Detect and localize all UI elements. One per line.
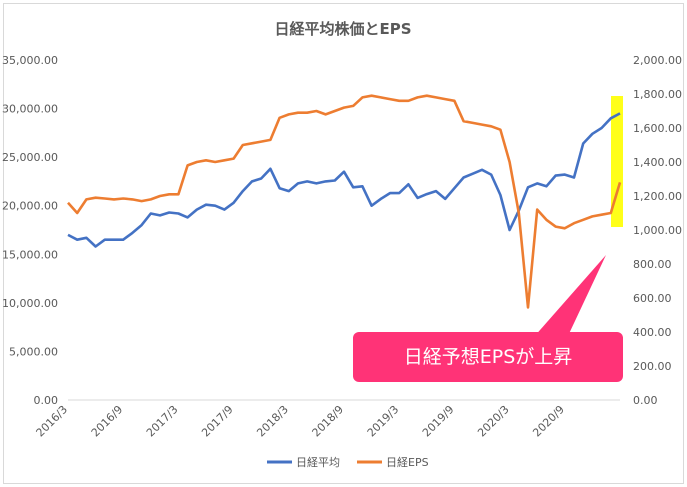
right-tick-label: 1,000.00 xyxy=(633,224,682,237)
right-tick-label: 1,600.00 xyxy=(633,122,682,135)
right-tick-label: 800.00 xyxy=(633,258,672,271)
chart-frame xyxy=(3,3,684,484)
right-tick-label: 1,800.00 xyxy=(633,88,682,101)
right-tick-label: 1,400.00 xyxy=(633,156,682,169)
right-tick-label: 0.00 xyxy=(633,394,658,407)
right-axis: 2,000.00 1,800.00 1,600.00 1,400.00 1,200.00… xyxy=(633,54,682,407)
right-tick-label: 200.00 xyxy=(633,360,672,373)
left-tick-label: 0.00 xyxy=(34,394,59,407)
x-tick-label: 2020/3 xyxy=(475,403,512,440)
left-tick-label: 20,000.00 xyxy=(2,200,58,213)
left-tick-label: 35,000.00 xyxy=(2,54,58,67)
callout-box xyxy=(353,332,623,382)
chart-title: 日経平均株価とEPS xyxy=(274,20,411,38)
left-tick-label: 25,000.00 xyxy=(2,151,58,164)
series-line-left xyxy=(67,112,621,248)
left-tick-label: 15,000.00 xyxy=(2,248,58,261)
x-tick-label: 2016/9 xyxy=(89,403,126,440)
right-tick-label: 600.00 xyxy=(633,292,672,305)
legend-label: 日経平均 xyxy=(296,456,340,469)
x-tick-label: 2018/9 xyxy=(310,403,347,440)
legend: 日経平均 日経EPS xyxy=(267,456,429,469)
left-tick-label: 10,000.00 xyxy=(2,297,58,310)
annotation-callout: 日経予想EPSが上昇 xyxy=(353,255,623,382)
series-line-right xyxy=(67,94,622,309)
left-tick-label: 30,000.00 xyxy=(2,103,58,116)
callout-pointer xyxy=(533,255,606,338)
legend-label: 日経EPS xyxy=(386,456,429,469)
right-tick-label: 2,000.00 xyxy=(633,54,682,67)
x-tick-label: 2020/9 xyxy=(530,403,567,440)
x-axis: 2016/3 2016/9 2017/3 2017/9 2018/3 2018/9 2019… xyxy=(34,403,567,440)
right-tick-label: 1,200.00 xyxy=(633,190,682,203)
left-tick-label: 5,000.00 xyxy=(9,345,58,358)
x-tick-label: 2017/9 xyxy=(199,403,236,440)
x-tick-label: 2019/3 xyxy=(365,403,402,440)
x-tick-label: 2018/3 xyxy=(254,403,291,440)
series-layer xyxy=(67,94,622,309)
left-axis: 35,000.00 30,000.00 25,000.00 20,000.00 15,0… xyxy=(2,54,58,407)
eps-highlight-box xyxy=(611,96,623,227)
callout-text: 日経予想EPSが上昇 xyxy=(404,346,573,368)
x-tick-label: 2016/3 xyxy=(34,403,71,440)
x-tick-label: 2019/9 xyxy=(420,403,457,440)
right-tick-label: 400.00 xyxy=(633,326,672,339)
x-tick-label: 2017/3 xyxy=(144,403,181,440)
